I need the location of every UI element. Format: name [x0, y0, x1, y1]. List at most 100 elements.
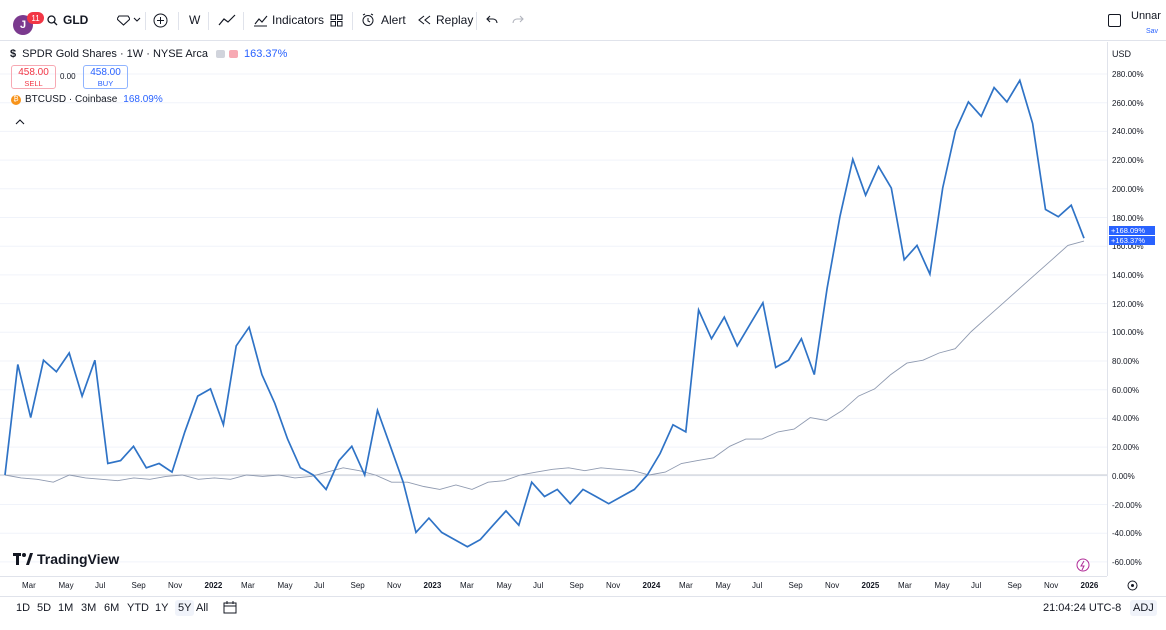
symbol-label: GLD	[63, 13, 89, 27]
time-axis-label: Mar	[898, 581, 912, 590]
range-button-1y[interactable]: 1Y	[155, 602, 169, 614]
indicators-label: Indicators	[272, 13, 325, 27]
interval-button[interactable]: W	[189, 0, 200, 40]
price-axis-label: 60.00%	[1112, 385, 1140, 395]
time-axis-label: Sep	[788, 581, 803, 590]
watermark-text: TradingView	[37, 551, 120, 567]
time-axis-label: Jul	[971, 581, 982, 590]
range-button-all[interactable]: All	[196, 602, 209, 614]
time-axis-label: May	[496, 581, 512, 590]
time-axis-label: Mar	[241, 581, 255, 590]
axis-settings-button[interactable]	[1127, 578, 1138, 596]
range-button-ytd[interactable]: YTD	[127, 602, 149, 614]
alert-button[interactable]: Alert	[361, 0, 406, 40]
time-axis-label: May	[277, 581, 293, 590]
price-axis-label: -20.00%	[1112, 500, 1142, 510]
main-series-change: 163.37%	[243, 48, 288, 60]
time-axis-label: Nov	[168, 581, 183, 590]
diamond-icon	[117, 14, 130, 26]
redo-button[interactable]	[512, 0, 524, 40]
line-chart-icon	[218, 14, 236, 26]
range-button-5y[interactable]: 5Y	[175, 600, 195, 616]
time-axis-label: Nov	[825, 581, 840, 590]
lightning-icon	[1076, 558, 1090, 572]
time-axis-label: Mar	[460, 581, 474, 590]
chart-type-button[interactable]	[218, 0, 236, 40]
range-button-1m[interactable]: 1M	[58, 602, 74, 614]
range-button-6m[interactable]: 6M	[104, 602, 120, 614]
time-axis-label: Nov	[1044, 581, 1059, 590]
time-axis-label: Jul	[314, 581, 325, 590]
buy-button[interactable]: 458.00 BUY	[83, 65, 128, 89]
price-axis[interactable]	[1107, 42, 1166, 576]
price-axis-label: 180.00%	[1112, 213, 1144, 223]
time-axis-label: May	[715, 581, 731, 590]
time-axis-label: Nov	[387, 581, 402, 590]
compare-add-button[interactable]	[153, 0, 168, 40]
main-series-row[interactable]: $ SPDR Gold Shares · 1W · NYSE Arca 163.…	[10, 46, 287, 62]
flash-button[interactable]	[1076, 558, 1090, 577]
compare-series-title: BTCUSD · Coinbase	[25, 94, 118, 105]
date-range-button[interactable]	[223, 601, 237, 619]
range-button-5d[interactable]: 5D	[37, 602, 52, 614]
time-axis-label: 2022	[204, 581, 223, 590]
dollar-icon: $	[10, 48, 17, 60]
time-axis-label: 2026	[1080, 581, 1099, 590]
eye-icon[interactable]	[215, 50, 225, 58]
price-axis-label: 200.00%	[1112, 184, 1144, 194]
divider	[178, 12, 179, 30]
adj-toggle[interactable]: ADJ	[1130, 600, 1157, 616]
range-button-3m[interactable]: 3M	[81, 602, 97, 614]
divider	[208, 12, 209, 30]
indicators-icon	[254, 15, 268, 27]
replay-button[interactable]: Replay	[418, 0, 473, 40]
time-axis-label: 2024	[642, 581, 661, 590]
collapse-legend-button[interactable]	[15, 112, 25, 130]
price-axis-label: -40.00%	[1112, 529, 1142, 539]
divider	[476, 12, 477, 30]
clock[interactable]: 21:04:24 UTC-8	[1043, 602, 1122, 614]
sell-button[interactable]: 458.00 SELL	[11, 65, 56, 89]
time-axis-label: Sep	[1007, 581, 1022, 590]
chevron-up-icon	[15, 119, 25, 125]
time-axis-label: Mar	[679, 581, 693, 590]
time-axis-label: Mar	[22, 581, 36, 590]
templates-button[interactable]	[330, 0, 343, 40]
time-axis-label: Nov	[606, 581, 621, 590]
price-axis-label: 280.00%	[1112, 70, 1144, 79]
buy-label: BUY	[97, 79, 114, 88]
checkbox-icon	[1108, 13, 1121, 27]
sell-price: 458.00	[18, 67, 49, 78]
flag-icon[interactable]	[228, 50, 238, 58]
symbol-search[interactable]: GLD	[47, 0, 88, 40]
currency-label[interactable]: USD	[1112, 49, 1132, 59]
price-axis-label: 140.00%	[1112, 270, 1144, 280]
range-button-1d[interactable]: 1D	[16, 602, 31, 614]
price-axis-label: 20.00%	[1112, 443, 1140, 453]
save-label[interactable]: Sav	[1146, 28, 1159, 35]
time-axis[interactable]	[0, 576, 1107, 595]
replay-label: Replay	[436, 13, 474, 27]
price-axis-label: 120.00%	[1112, 299, 1144, 309]
indicators-button[interactable]: Indicators	[253, 0, 324, 40]
price-axis-label: 80.00%	[1112, 357, 1140, 366]
layout-name: Unnar	[1131, 10, 1161, 22]
calendar-icon	[223, 601, 237, 614]
btc-series-line	[4, 78, 1085, 548]
chart-canvas[interactable]	[0, 42, 1107, 576]
divider	[243, 12, 244, 30]
compare-series-row[interactable]: ₿ BTCUSD · Coinbase 168.09%	[11, 94, 163, 105]
undo-button[interactable]	[486, 0, 498, 40]
time-axis-label: Sep	[131, 581, 146, 590]
interval-label: W	[189, 13, 201, 27]
btc-price-tag: +168.09%	[1109, 226, 1155, 235]
divider	[145, 12, 146, 30]
tradingview-logo-icon	[13, 553, 33, 565]
avatar-letter: J	[19, 19, 27, 31]
diamond-dropdown[interactable]	[117, 0, 141, 40]
tradingview-watermark: TradingView	[13, 551, 119, 567]
layout-menu[interactable]: Unnar	[1108, 0, 1161, 40]
search-icon	[47, 14, 58, 25]
price-axis-label: 100.00%	[1112, 328, 1144, 338]
price-axis-label: 40.00%	[1112, 414, 1140, 424]
